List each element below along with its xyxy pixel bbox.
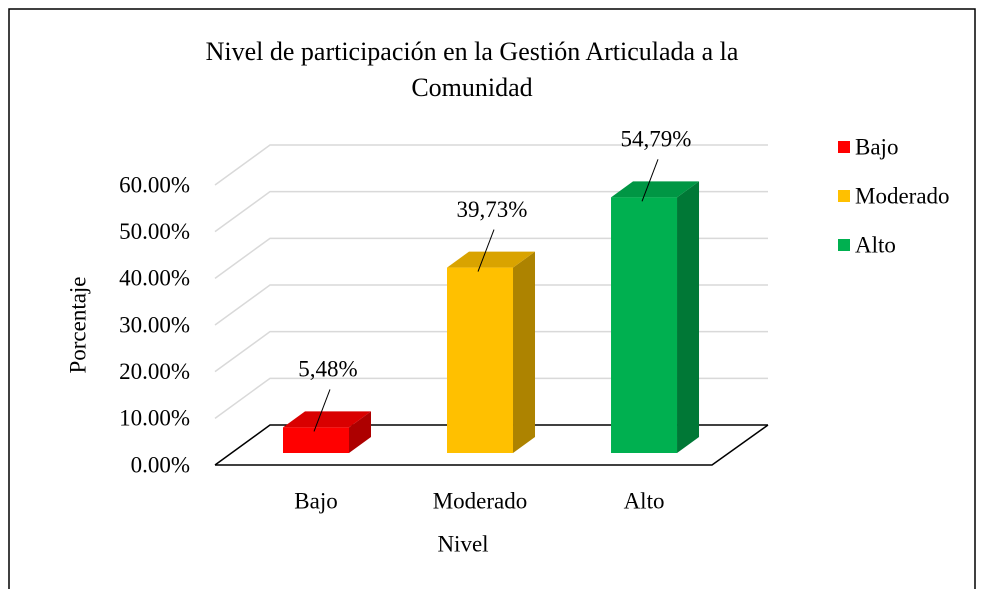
leader-line — [477, 229, 495, 272]
legend-label: Bajo — [855, 134, 898, 159]
legend-label: Alto — [855, 232, 896, 257]
x-tick-label: Moderado — [433, 488, 528, 513]
bar — [447, 267, 514, 453]
grid-line — [214, 284, 768, 326]
grid-line — [214, 424, 768, 466]
grid-line — [214, 190, 768, 233]
legend-swatch — [838, 190, 850, 202]
chart-border — [8, 8, 976, 589]
data-label: 5,48% — [298, 357, 357, 382]
data-label: 39,73% — [457, 197, 528, 222]
grid-line — [214, 237, 768, 279]
y-tick-label: 10.00% — [119, 406, 190, 431]
bar-top — [447, 251, 536, 268]
x-tick-label: Bajo — [294, 488, 337, 513]
y-tick-label: 50.00% — [119, 219, 190, 244]
legend-swatch — [838, 141, 850, 153]
y-tick-label: 20.00% — [119, 359, 190, 384]
bar — [283, 427, 349, 453]
bar — [611, 197, 678, 453]
grid-line — [214, 377, 768, 419]
bar-side — [677, 181, 700, 453]
floor-edge — [215, 424, 769, 466]
y-tick-label: 30.00% — [119, 312, 190, 337]
legend-label: Moderado — [855, 183, 950, 208]
bar-top — [283, 411, 371, 428]
y-tick-label: 60.00% — [119, 172, 190, 197]
bar-top — [611, 181, 700, 198]
y-axis-title: Porcentaje — [65, 276, 90, 373]
leader-line — [313, 389, 331, 432]
y-tick-label: 40.00% — [119, 266, 190, 291]
leader-line — [641, 159, 659, 202]
chart-title: Nivel de participación en la Gestión Art… — [205, 37, 739, 102]
bar-side — [513, 251, 536, 453]
x-tick-label: Alto — [624, 488, 665, 513]
x-axis-title: Nivel — [437, 531, 488, 556]
legend-swatch — [838, 239, 850, 251]
bar-side — [349, 411, 371, 453]
grid-line — [214, 144, 768, 186]
y-tick-label: 0.00% — [131, 452, 190, 477]
grid-line — [214, 330, 768, 373]
data-label: 54,79% — [621, 127, 692, 152]
